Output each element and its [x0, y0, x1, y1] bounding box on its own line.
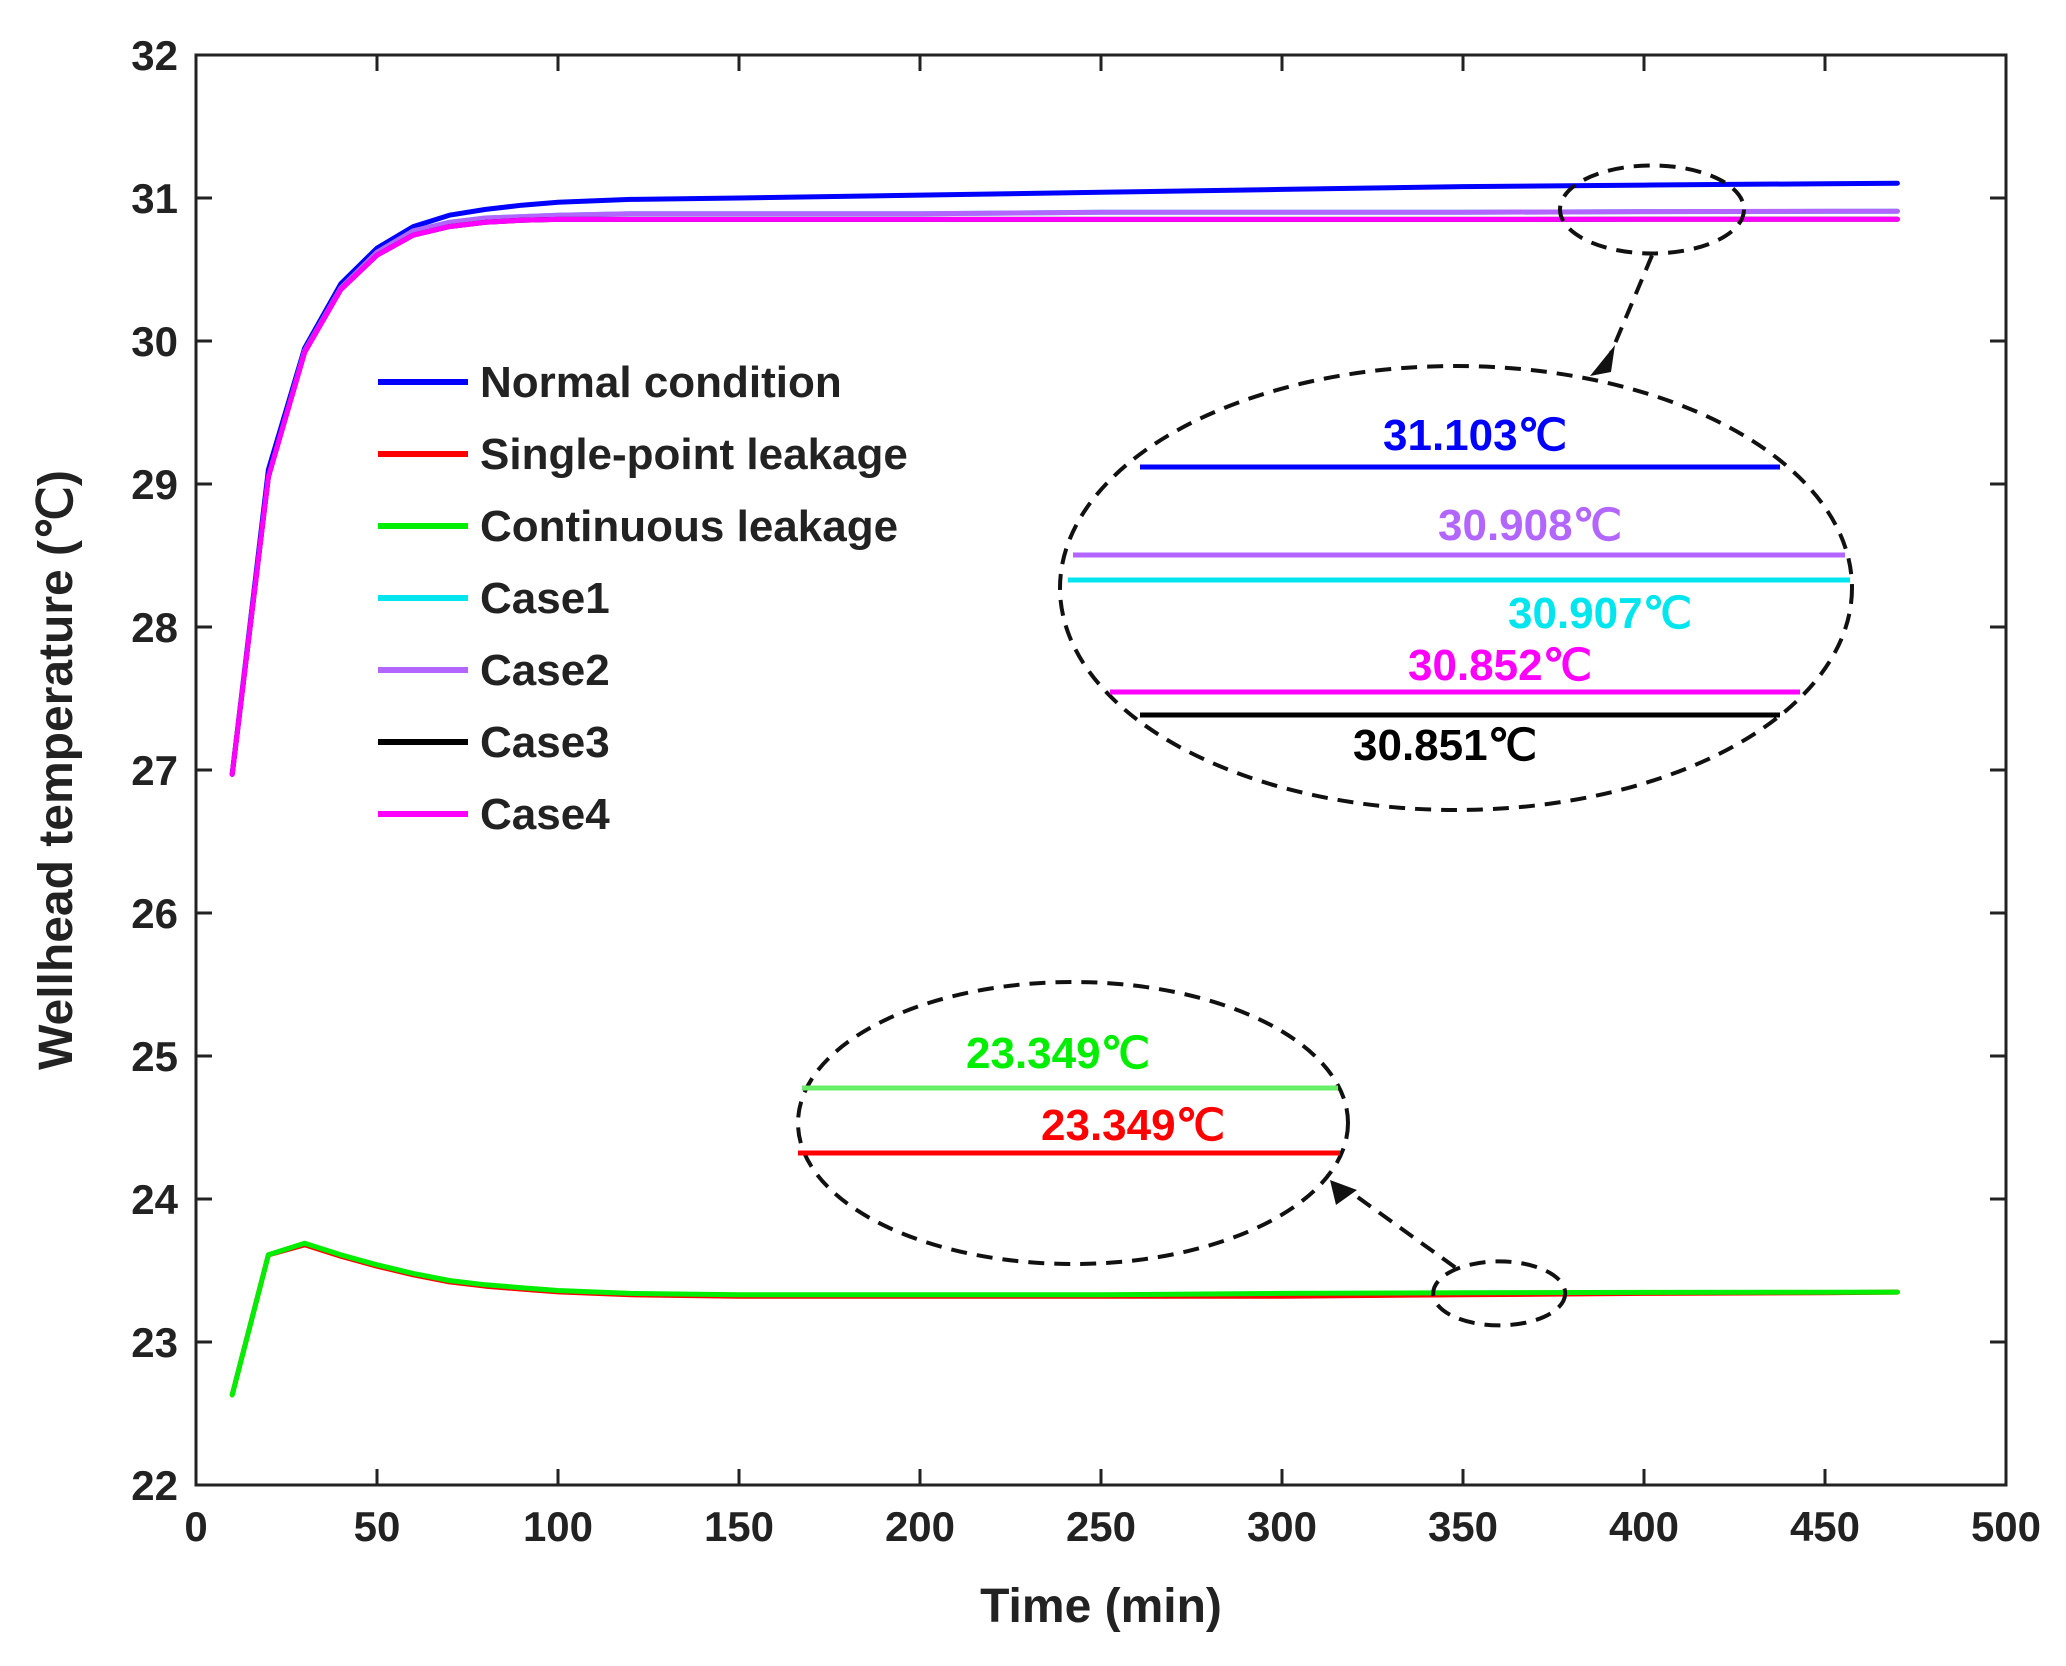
zoom-value-label-upper: 30.851℃ — [1353, 721, 1537, 770]
zoom-value-label-lower: 23.349℃ — [966, 1029, 1150, 1078]
y-tick-label: 30 — [131, 318, 178, 365]
y-tick-label: 27 — [131, 747, 178, 794]
x-axis-title: Time (min) — [980, 1580, 1222, 1633]
series-line-continuous-leakage — [229, 1240, 1900, 1398]
y-tick-label: 31 — [131, 175, 178, 222]
zoom-connector-lower — [1343, 1186, 1457, 1270]
x-tick-label: 400 — [1609, 1503, 1679, 1550]
x-tick-label: 50 — [354, 1503, 401, 1550]
legend-label: Case4 — [480, 790, 610, 839]
zoom-ellipse-large-lower — [796, 980, 1350, 1266]
series-line-normal-condition — [229, 180, 1900, 777]
series-layer — [229, 180, 1900, 1398]
series-line-case4 — [229, 216, 1900, 777]
y-axis-title: Wellhead temperature (℃) — [30, 470, 83, 1070]
zoom-value-label-lower: 23.349℃ — [1041, 1101, 1225, 1150]
y-tick-label: 22 — [131, 1462, 178, 1509]
legend: Normal condition Single-point leakage Cont… — [378, 358, 908, 839]
y-tick-label: 23 — [131, 1319, 178, 1366]
zoom-value-label-upper: 30.908℃ — [1438, 501, 1622, 550]
y-tick-label: 32 — [131, 32, 178, 79]
zoom-value-label-upper: 31.103℃ — [1383, 411, 1567, 460]
tick-layer: 0 50 100 150 200 250 300 350 400 450 500 22 23 24 25 26… — [131, 32, 2041, 1550]
x-tick-label: 150 — [704, 1503, 774, 1550]
x-tick-label: 0 — [184, 1503, 207, 1550]
legend-label: Case3 — [480, 718, 610, 767]
y-tick-label: 29 — [131, 461, 178, 508]
x-tick-label: 450 — [1790, 1503, 1860, 1550]
x-tick-label: 300 — [1247, 1503, 1317, 1550]
zoom-callouts: 31.103℃ 30.908℃ 30.907℃30.852℃ 30.851℃ 23.34… — [796, 163, 1854, 1328]
axes-frame — [194, 53, 2008, 1487]
legend-label: Normal condition — [480, 358, 842, 407]
zoom-arrowhead-upper — [1590, 345, 1615, 376]
y-tick-label: 26 — [131, 890, 178, 937]
x-tick-label: 350 — [1428, 1503, 1498, 1550]
y-tick-label: 24 — [131, 1176, 178, 1223]
y-tick-label: 28 — [131, 604, 178, 651]
legend-label: Continuous leakage — [480, 502, 898, 551]
zoom-ellipse-small-lower — [1431, 1259, 1568, 1328]
series-line-single-point-leakage — [229, 1242, 1900, 1398]
y-tick-label: 25 — [131, 1033, 178, 1080]
zoom-value-label-upper: 30.852℃ — [1408, 641, 1592, 690]
x-tick-label: 500 — [1971, 1503, 2041, 1550]
x-tick-label: 100 — [523, 1503, 593, 1550]
zoom-ellipse-large-upper — [1058, 364, 1854, 812]
legend-label: Single-point leakage — [480, 430, 908, 479]
legend-label: Case2 — [480, 646, 610, 695]
zoom-value-label-upper: 30.907℃ — [1508, 589, 1692, 638]
x-tick-label: 200 — [885, 1503, 955, 1550]
zoom-ellipse-small-upper — [1558, 163, 1746, 256]
legend-label: Case1 — [480, 574, 610, 623]
axis-titles: Time (min) Wellhead temperature (℃) — [30, 470, 1222, 1633]
zoom-arrowhead-lower — [1330, 1180, 1357, 1205]
x-tick-label: 250 — [1066, 1503, 1136, 1550]
plot-frame — [194, 53, 2008, 1487]
